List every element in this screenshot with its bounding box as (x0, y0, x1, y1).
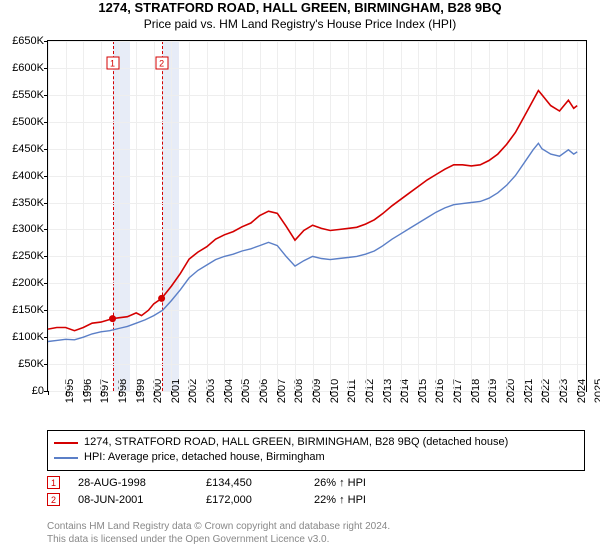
chart-container: 1274, STRATFORD ROAD, HALL GREEN, BIRMIN… (0, 0, 600, 560)
y-axis-tick-label: £550K (12, 89, 48, 101)
event-marker-square: 1 (106, 57, 119, 70)
event-row-marker: 1 (47, 476, 60, 489)
y-axis-tick-label: £250K (12, 250, 48, 262)
footer-line-1: Contains HM Land Registry data © Crown c… (47, 520, 390, 533)
event-date: 28-AUG-1998 (78, 477, 188, 489)
y-axis-tick-label: £400K (12, 170, 48, 182)
legend-label: 1274, STRATFORD ROAD, HALL GREEN, BIRMIN… (84, 435, 508, 450)
chart-title: 1274, STRATFORD ROAD, HALL GREEN, BIRMIN… (0, 0, 600, 15)
events-table: 1 28-AUG-1998 £134,450 26% ↑ HPI 2 08-JUN-200… (47, 474, 366, 508)
chart-subtitle: Price paid vs. HM Land Registry's House … (0, 17, 600, 31)
event-date: 08-JUN-2001 (78, 494, 188, 506)
y-axis-tick-label: £50K (18, 358, 48, 370)
chart-plot-area: £0£50K£100K£150K£200K£250K£300K£350K£400… (47, 40, 587, 392)
y-axis-tick-label: £100K (12, 331, 48, 343)
event-row: 2 08-JUN-2001 £172,000 22% ↑ HPI (47, 491, 366, 508)
event-point (158, 295, 165, 302)
event-pct: 26% ↑ HPI (314, 477, 366, 489)
event-pct: 22% ↑ HPI (314, 494, 366, 506)
legend-item: HPI: Average price, detached house, Birm… (54, 450, 578, 465)
event-price: £172,000 (206, 494, 296, 506)
legend-label: HPI: Average price, detached house, Birm… (84, 450, 325, 465)
series-line (48, 91, 577, 331)
chart-legend: 1274, STRATFORD ROAD, HALL GREEN, BIRMIN… (47, 430, 585, 471)
y-axis-tick-label: £350K (12, 197, 48, 209)
footer-attribution: Contains HM Land Registry data © Crown c… (47, 520, 390, 546)
event-marker-square: 2 (155, 57, 168, 70)
y-axis-tick-label: £500K (12, 116, 48, 128)
legend-item: 1274, STRATFORD ROAD, HALL GREEN, BIRMIN… (54, 435, 578, 450)
y-axis-tick-label: £450K (12, 143, 48, 155)
y-axis-tick-label: £300K (12, 223, 48, 235)
y-axis-tick-label: £150K (12, 304, 48, 316)
y-axis-tick-label: £200K (12, 277, 48, 289)
event-row-marker: 2 (47, 493, 60, 506)
y-axis-tick-label: £0 (32, 385, 48, 397)
event-price: £134,450 (206, 477, 296, 489)
event-point (109, 315, 116, 322)
series-line (48, 143, 577, 341)
y-axis-tick-label: £650K (12, 35, 48, 47)
legend-swatch (54, 457, 78, 459)
legend-swatch (54, 442, 78, 444)
footer-line-2: This data is licensed under the Open Gov… (47, 533, 390, 546)
y-axis-tick-label: £600K (12, 62, 48, 74)
event-row: 1 28-AUG-1998 £134,450 26% ↑ HPI (47, 474, 366, 491)
